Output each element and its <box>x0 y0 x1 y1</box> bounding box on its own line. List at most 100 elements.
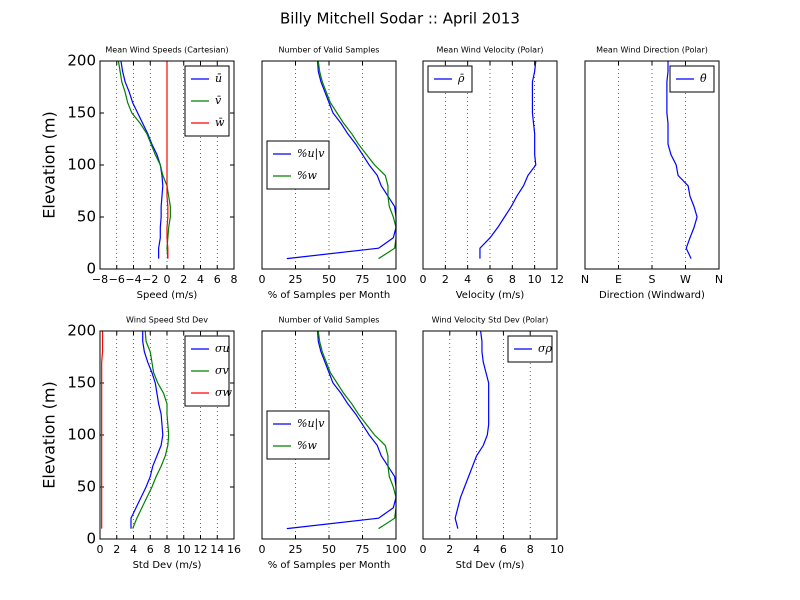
x-tick-label: 8 <box>509 273 516 286</box>
x-axis-label: % of Samples per Month <box>268 290 391 301</box>
y-tick-label: 200 <box>67 322 96 340</box>
legend-label: %u|v <box>297 147 325 161</box>
legend-box <box>266 410 330 460</box>
legend-label: %w <box>297 169 317 182</box>
legend-label: v̄ <box>215 94 222 107</box>
x-tick-label: 12 <box>194 543 208 556</box>
x-tick-label: 4 <box>464 273 471 286</box>
panel-title: Wind Speed Std Dev <box>126 316 208 325</box>
x-tick-label: 16 <box>227 543 241 556</box>
y-axis-label: Elevation (m) <box>40 111 59 218</box>
x-tick-label: S <box>649 273 656 286</box>
axes-frame <box>422 330 558 540</box>
axes-frame <box>261 330 397 540</box>
x-tick-label: 6 <box>214 273 221 286</box>
x-axis-label: Direction (Windward) <box>599 290 705 301</box>
profile-line <box>132 330 170 529</box>
x-tick-label: 50 <box>322 273 336 286</box>
x-tick-label: 6 <box>487 273 494 286</box>
x-axis-label: Std Dev (m/s) <box>456 560 525 571</box>
x-tick-label: −4 <box>125 273 141 286</box>
figure-title: Billy Mitchell Sodar :: April 2013 <box>280 10 520 28</box>
x-tick-label: 0 <box>420 273 427 286</box>
x-tick-label: 0 <box>259 543 266 556</box>
axes-frame <box>584 60 720 270</box>
x-tick-label: −8 <box>92 273 108 286</box>
y-tick-label: 0 <box>86 260 96 278</box>
profile-line <box>117 60 171 259</box>
x-axis-label: Std Dev (m/s) <box>133 560 202 571</box>
x-tick-label: 4 <box>197 273 204 286</box>
panel-title: Wind Velocity Std Dev (Polar) <box>432 316 549 325</box>
x-tick-label: 25 <box>289 543 303 556</box>
x-tick-label: 0 <box>164 273 171 286</box>
profile-line <box>101 331 104 529</box>
panel: Mean Wind Velocity (Polar) 0 2 4 6 8 10 12 Veloc… <box>420 46 565 302</box>
panel: Number of Valid Samples 0 25 50 75 100 % of Sa… <box>259 46 407 302</box>
x-tick-label: 100 <box>386 273 407 286</box>
x-tick-label: 8 <box>231 273 238 286</box>
x-tick-label: N <box>715 273 723 286</box>
x-tick-label: 0 <box>259 273 266 286</box>
y-axis-label: Elevation (m) <box>40 381 59 488</box>
panel-title: Mean Wind Direction (Polar) <box>596 46 708 55</box>
x-tick-label: 14 <box>210 543 224 556</box>
x-tick-label: 8 <box>164 543 171 556</box>
panel-title: Mean Wind Speeds (Cartesian) <box>105 46 228 55</box>
y-tick-label: 0 <box>86 530 96 548</box>
legend-label: θ̄ <box>700 72 707 85</box>
x-tick-label: 2 <box>446 543 453 556</box>
x-axis-label: % of Samples per Month <box>268 560 391 571</box>
panel: Wind Velocity Std Dev (Polar) 0 2 4 6 8 10 Std … <box>420 316 565 572</box>
x-tick-label: 4 <box>130 543 137 556</box>
x-tick-label: N <box>581 273 589 286</box>
y-tick-label: 200 <box>67 52 96 70</box>
x-tick-label: 2 <box>113 543 120 556</box>
profile-line <box>666 61 698 259</box>
x-tick-label: 100 <box>386 543 407 556</box>
profile-line <box>130 331 164 529</box>
panel-title: Mean Wind Velocity (Polar) <box>436 46 543 55</box>
y-tick-label: 50 <box>77 478 96 496</box>
profile-line <box>120 60 164 259</box>
y-tick-label: 100 <box>67 426 96 444</box>
x-tick-label: 10 <box>528 273 542 286</box>
panel: Mean Wind Direction (Polar) N E S W N Directio… <box>581 46 723 302</box>
legend-label: σρ <box>538 342 553 355</box>
x-tick-label: 8 <box>527 543 534 556</box>
x-tick-label: 10 <box>550 543 564 556</box>
legend-label: ρ̄ <box>457 72 465 85</box>
profile-line <box>454 330 490 529</box>
y-tick-label: 150 <box>67 374 96 392</box>
legend-box <box>266 140 330 190</box>
profile-line <box>479 60 537 259</box>
y-tick-label: 100 <box>67 156 96 174</box>
x-tick-label: 10 <box>177 543 191 556</box>
y-tick-label: 150 <box>67 104 96 122</box>
axes-frame <box>261 60 397 270</box>
x-tick-label: −2 <box>142 273 158 286</box>
x-tick-label: −6 <box>109 273 125 286</box>
x-tick-label: 75 <box>356 543 370 556</box>
profile-line <box>166 61 169 259</box>
x-tick-label: 4 <box>473 543 480 556</box>
x-axis-label: Speed (m/s) <box>137 290 198 301</box>
axes-frame <box>99 330 235 540</box>
legend-label: ū <box>215 72 222 85</box>
x-tick-label: W <box>680 273 691 286</box>
axes-frame <box>99 60 235 270</box>
x-tick-label: 25 <box>289 273 303 286</box>
x-tick-label: 2 <box>442 273 449 286</box>
panel: Mean Wind Speeds (Cartesian)−8 −6 −4 −2 0 2 4 6… <box>40 46 238 302</box>
legend-label: σu <box>215 342 230 355</box>
panel: Number of Valid Samples 0 25 50 75 100 % of Sa… <box>259 316 407 572</box>
y-tick-label: 50 <box>77 208 96 226</box>
panel-title: Number of Valid Samples <box>279 46 380 55</box>
legend-label: w̄ <box>215 116 225 129</box>
panel-title: Number of Valid Samples <box>279 316 380 325</box>
legend-label: %w <box>297 439 317 452</box>
legend-label: σv <box>215 364 230 377</box>
x-tick-label: E <box>615 273 622 286</box>
